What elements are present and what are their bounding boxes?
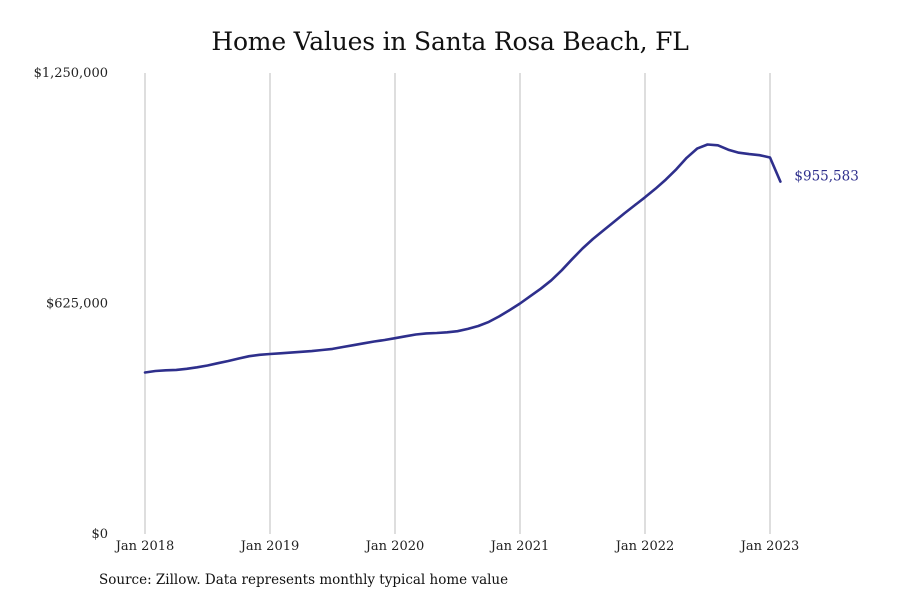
y-tick-label: $1,250,000 xyxy=(34,66,108,81)
x-tick-label: Jan 2020 xyxy=(364,539,425,554)
x-tick-label: Jan 2019 xyxy=(239,539,300,554)
source-note: Source: Zillow. Data represents monthly … xyxy=(99,572,509,588)
x-tick-label: Jan 2018 xyxy=(114,539,175,554)
axis-labels: Jan 2018 Jan 2019 Jan 2020 Jan 2021 Jan 2022… xyxy=(34,66,800,554)
series-layer: $955,583 xyxy=(143,143,859,374)
series-line xyxy=(143,143,782,374)
y-tick-label: $625,000 xyxy=(46,297,108,312)
end-value-label: $955,583 xyxy=(794,169,858,185)
x-tick-label: Jan 2023 xyxy=(739,539,800,554)
chart-title: Home Values in Santa Rosa Beach, FL xyxy=(211,27,689,56)
y-tick-label: $0 xyxy=(91,527,108,542)
gridlines xyxy=(144,73,771,534)
x-tick-label: Jan 2021 xyxy=(489,539,550,554)
x-tick-label: Jan 2022 xyxy=(614,539,675,554)
